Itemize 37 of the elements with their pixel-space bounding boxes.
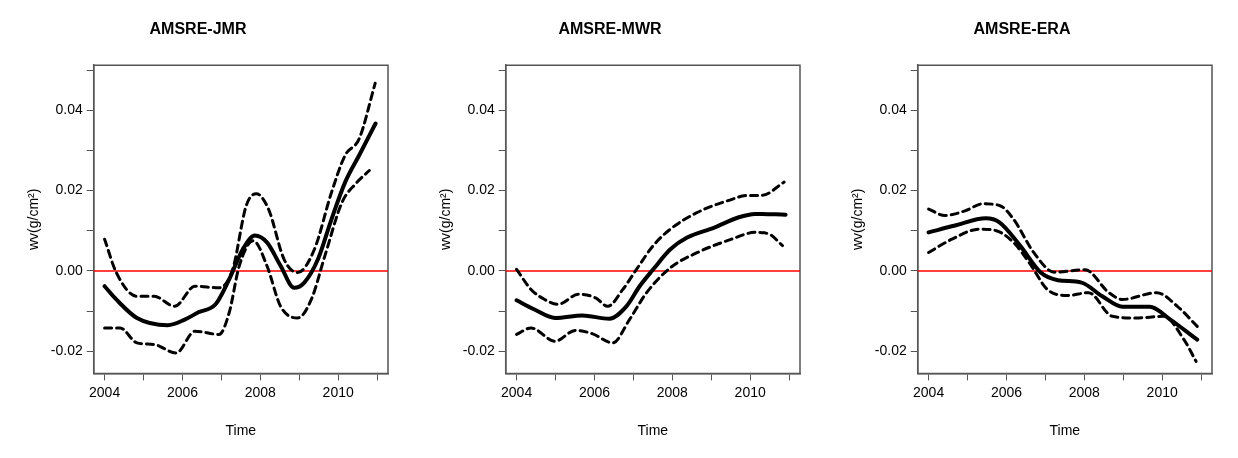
x-axis-title: Time — [225, 422, 257, 439]
x-tick-label: 2006 — [990, 383, 1023, 400]
y-tick-label: -0.02 — [50, 342, 83, 359]
y-axis-title: wv(g/cm²) — [437, 188, 454, 252]
y-tick-label: 0.04 — [879, 101, 907, 118]
x-tick-label: 2004 — [89, 383, 121, 400]
y-tick-label: 0.02 — [55, 181, 83, 198]
chart-title: AMSRE-MWR — [558, 20, 662, 38]
y-tick-label: 0.00 — [879, 261, 907, 278]
x-tick-label: 2010 — [1146, 383, 1178, 400]
line-series — [515, 230, 784, 345]
y-tick-label: -0.02 — [874, 342, 907, 359]
y-tick-label: 0.00 — [467, 261, 495, 278]
y-tick-label: -0.02 — [462, 342, 495, 359]
x-tick-label: 2008 — [656, 383, 689, 400]
x-tick-label: 2006 — [578, 383, 611, 400]
x-tick-label: 2010 — [734, 383, 766, 400]
y-axis-title: wv(g/cm²) — [25, 188, 42, 252]
x-tick-label: 2008 — [244, 383, 277, 400]
y-tick-label: 0.04 — [467, 101, 495, 118]
x-tick-label: 2006 — [166, 383, 199, 400]
line-series — [515, 180, 786, 308]
x-tick-label: 2008 — [1068, 383, 1101, 400]
y-tick-label: 0.04 — [55, 101, 83, 118]
chart-title: AMSRE-JMR — [149, 20, 247, 38]
x-axis-title: Time — [1049, 422, 1081, 439]
line-series — [927, 202, 1199, 328]
x-tick-label: 2004 — [501, 383, 533, 400]
line-series — [514, 211, 788, 321]
x-axis-title: Time — [637, 422, 669, 439]
y-axis-title: wv(g/cm²) — [849, 188, 866, 252]
x-tick-label: 2010 — [322, 383, 354, 400]
y-tick-label: 0.02 — [467, 181, 495, 198]
y-tick-label: 0.00 — [55, 261, 83, 278]
y-tick-label: 0.02 — [879, 181, 907, 198]
x-tick-label: 2004 — [913, 383, 945, 400]
chart-title: AMSRE-ERA — [973, 20, 1071, 38]
